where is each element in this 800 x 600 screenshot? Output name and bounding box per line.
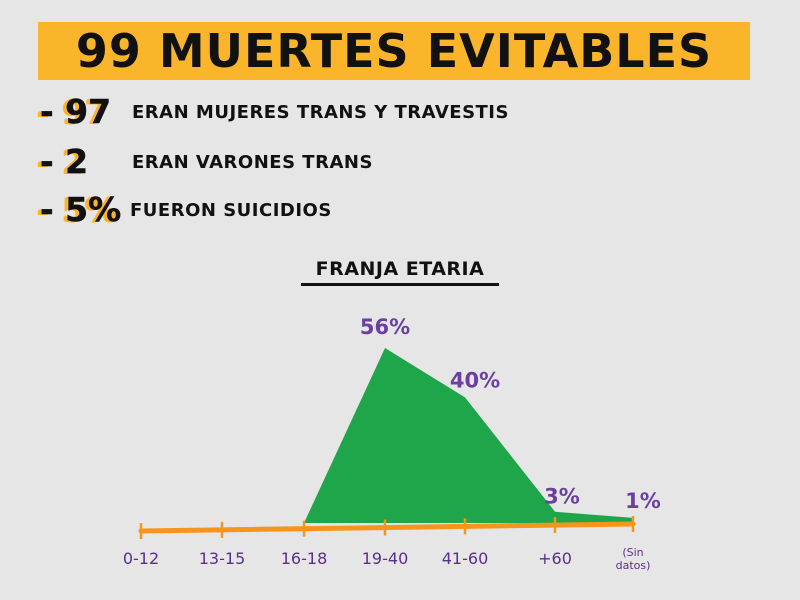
stat-value: - 2	[40, 142, 89, 182]
data-label: 1%	[625, 489, 661, 513]
x-axis-line	[138, 521, 636, 534]
stat-value: - 97	[40, 92, 112, 132]
x-tick-label: 41-60	[442, 549, 489, 568]
data-label: 3%	[544, 485, 580, 509]
x-tick-label: 19-40	[362, 549, 409, 568]
stat-label: FUERON SUICIDIOS	[130, 200, 332, 221]
x-tick-label: 16-18	[281, 549, 328, 568]
x-tick-label: 13-15	[199, 549, 246, 568]
x-tick-label: (Sin datos)	[616, 546, 651, 572]
page-title: 99 MUERTES EVITABLES	[75, 24, 713, 78]
chart-title-underline	[301, 283, 499, 286]
stat-label: ERAN MUJERES TRANS Y TRAVESTIS	[132, 102, 509, 123]
stat-value: - 5%	[40, 190, 122, 230]
area-series	[304, 348, 633, 523]
chart-title: FRANJA ETARIA	[315, 258, 485, 280]
data-label: 40%	[450, 368, 500, 392]
stat-label: ERAN VARONES TRANS	[132, 152, 373, 173]
x-tick-label: +60	[538, 549, 572, 568]
data-label: 56%	[360, 315, 410, 339]
x-tick-label: 0-12	[123, 549, 159, 568]
title-banner: 99 MUERTES EVITABLES	[38, 22, 750, 80]
